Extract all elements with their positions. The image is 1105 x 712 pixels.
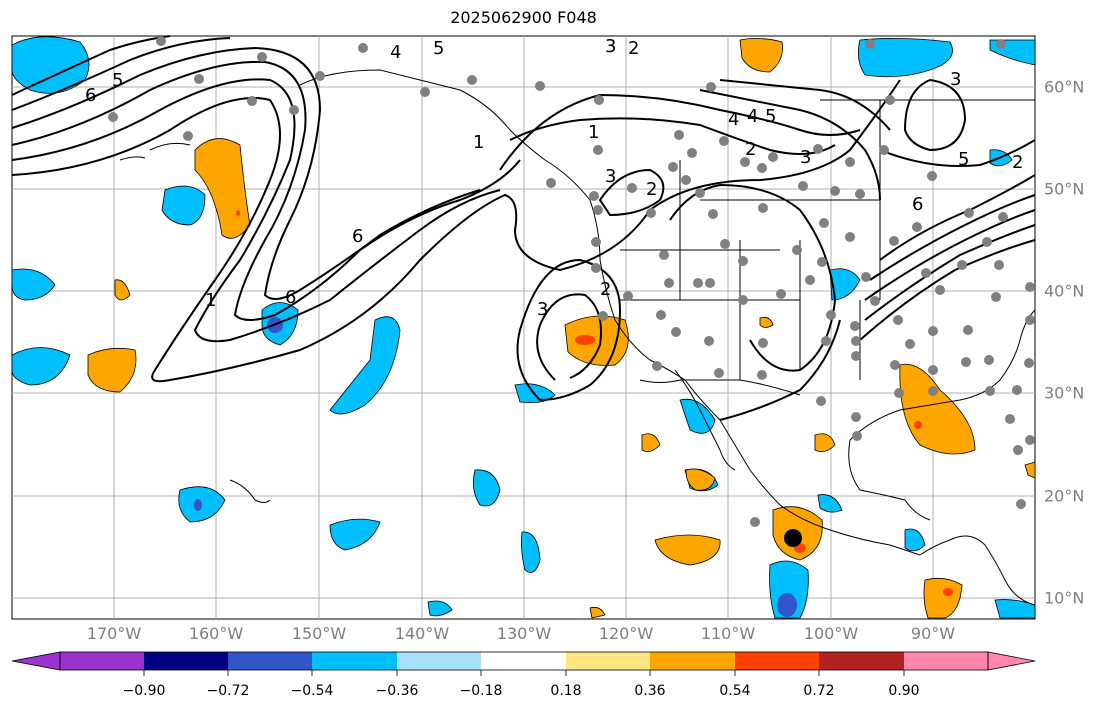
colorbar [11,651,1036,676]
colorbar-tick-label: 0.36 [634,683,666,699]
contour-label: 4 [747,106,758,127]
lon-tick-label: 100°W [803,624,859,643]
contour-label: 5 [112,70,123,91]
contour-label: 2 [646,179,657,200]
colorbar-tick-label: 0.18 [550,683,582,699]
colorbar-tick-label: −0.18 [459,683,503,699]
contour-label: 2 [1012,152,1023,173]
lon-tick-label: 150°W [291,624,347,643]
contour-lines [11,35,1036,421]
lon-tick-label: 160°W [188,624,244,643]
lat-tick-label: 20°N [1044,486,1085,506]
lat-tick-label: 30°N [1044,383,1085,403]
contour-label: 1 [473,132,484,153]
contour-label: 6 [352,226,363,247]
coastlines [119,69,1036,606]
lat-tick-label: 60°N [1044,77,1085,97]
colorbar-max-arrow [987,651,1036,671]
contour-label: 6 [285,287,296,308]
strong-negative-fills [194,317,797,617]
station-dots [108,36,1035,527]
contour-label: 6 [85,85,96,106]
colorbar-tick-label: −0.54 [290,683,334,699]
contour-label: 1 [205,290,216,311]
contour-label: 5 [958,149,969,170]
contour-label: 5 [765,106,776,127]
negative-anomaly-fills [11,36,1036,619]
colorbar-tick-label: −0.36 [375,683,419,699]
colorbar-tick-label: 0.54 [719,683,751,699]
colorbar-tick-label: 0.90 [888,683,920,699]
lat-tick-label: 50°N [1044,179,1085,199]
contour-label: 6 [912,194,923,215]
contour-label: 5 [433,38,444,59]
contour-label: 2 [600,279,611,300]
lat-tick-label: 40°N [1044,281,1085,301]
colorbar-tick-label: −0.72 [206,683,250,699]
lat-tick-label: 10°N [1044,588,1085,608]
contour-label: 2 [745,139,756,160]
highlight-point [784,529,802,547]
contour-label: 2 [628,38,639,59]
contour-label: 3 [537,299,548,320]
lon-tick-label: 140°W [394,624,450,643]
contour-label: 3 [605,36,616,57]
lon-tick-label: 130°W [496,624,552,643]
contour-label-group: 1 2 3 4 5 6 6 5 4 3 2 1 1 2 3 3 4 5 6 2 … [85,36,1023,320]
contour-label: 3 [605,166,616,187]
contour-label: 3 [800,147,811,168]
contour-label: 4 [728,109,739,130]
lon-tick-label: 110°W [700,624,756,643]
figure-title: 2025062900 F048 [450,8,597,27]
contour-label: 4 [390,42,401,63]
colorbar-min-arrow [11,651,61,671]
colorbar-tick-label: 0.72 [803,683,835,699]
lon-tick-label: 90°W [910,624,956,643]
contour-label: 1 [588,122,599,143]
lon-tick-label: 170°W [86,624,142,643]
contour-label: 3 [950,69,961,90]
colorbar-tick-label: −0.90 [122,683,166,699]
lon-tick-label: 120°W [598,624,654,643]
